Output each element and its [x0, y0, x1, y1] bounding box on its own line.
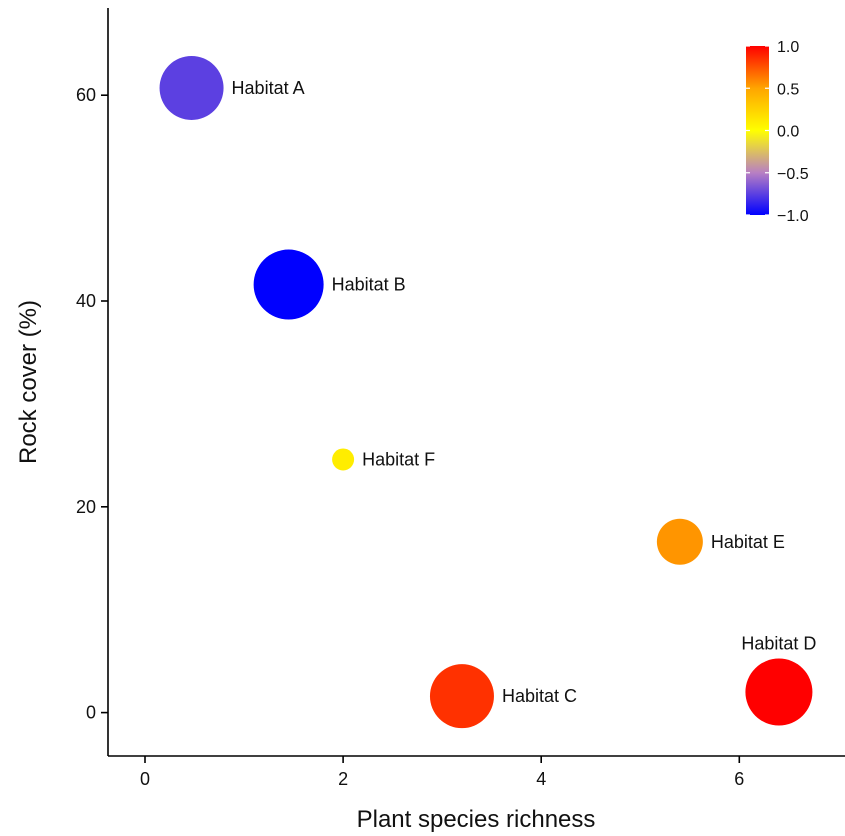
data-point [159, 55, 224, 120]
point-label: Habitat E [711, 532, 785, 552]
point-label: Habitat A [232, 78, 305, 98]
x-tick-label: 6 [734, 769, 744, 789]
colorbar-tick-label: 0.5 [777, 81, 799, 98]
point-label: Habitat B [332, 275, 406, 295]
y-tick-label: 40 [76, 291, 96, 311]
colorbar-tick-label: 0.0 [777, 124, 799, 141]
y-tick-label: 60 [76, 85, 96, 105]
y-axis-title: Rock cover (%) [15, 300, 42, 464]
data-point [429, 664, 494, 729]
x-tick-label: 4 [536, 769, 546, 789]
x-axis-title: Plant species richness [357, 806, 596, 833]
colorbar-tick-label: 1.0 [777, 39, 799, 56]
y-tick-label: 0 [86, 703, 96, 723]
colorbar [746, 46, 769, 215]
x-tick-label: 2 [338, 769, 348, 789]
data-point [745, 658, 813, 726]
colorbar-tick-label: −1.0 [777, 208, 809, 225]
point-label: Habitat D [741, 634, 816, 654]
data-point [253, 249, 324, 320]
data-point [656, 518, 703, 565]
point-label: Habitat F [362, 449, 435, 469]
x-tick-label: 0 [140, 769, 150, 789]
point-label: Habitat C [502, 686, 577, 706]
colorbar-tick-label: −0.5 [777, 166, 809, 183]
data-point [332, 448, 355, 471]
y-tick-label: 20 [76, 497, 96, 517]
